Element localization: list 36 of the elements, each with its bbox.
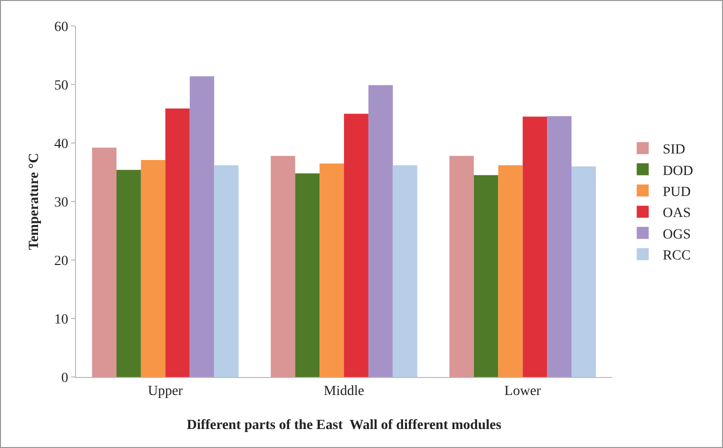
bar xyxy=(449,156,474,377)
legend-label: PUD xyxy=(662,184,691,200)
bar xyxy=(320,163,344,377)
y-tick-label: 20 xyxy=(54,254,68,269)
legend-label: SID xyxy=(662,142,686,158)
y-tick-label: 50 xyxy=(54,78,68,94)
bar xyxy=(392,165,418,377)
bar xyxy=(344,114,368,377)
bar xyxy=(547,116,572,377)
bar xyxy=(498,165,523,377)
bar xyxy=(474,175,498,377)
bar xyxy=(165,108,190,377)
x-tick-label: Lower xyxy=(504,384,542,399)
bar xyxy=(190,76,214,377)
legend-label: DOD xyxy=(662,164,694,179)
legend-label: OAS xyxy=(662,206,691,222)
x-tick-label: Middle xyxy=(324,384,364,399)
y-axis-title: Temperature °C xyxy=(27,153,42,250)
y-tick-label: 60 xyxy=(54,20,68,35)
bar xyxy=(92,148,116,377)
bar xyxy=(572,166,596,377)
bar xyxy=(140,160,166,377)
bar xyxy=(522,116,548,377)
bar xyxy=(214,165,239,377)
x-tick-label: Upper xyxy=(148,384,184,399)
y-tick-label: 40 xyxy=(54,136,68,152)
legend-label: OGS xyxy=(662,227,691,242)
y-tick-label: 30 xyxy=(54,195,68,210)
y-tick-label: 10 xyxy=(54,312,68,328)
y-tick-label: 0 xyxy=(61,370,68,386)
bar xyxy=(368,85,393,377)
bar xyxy=(116,170,141,377)
legend-label: RCC xyxy=(662,248,691,264)
x-axis-title: Different parts of the East Wall of different modules xyxy=(186,418,502,433)
bar xyxy=(295,173,320,377)
bar xyxy=(270,156,296,377)
